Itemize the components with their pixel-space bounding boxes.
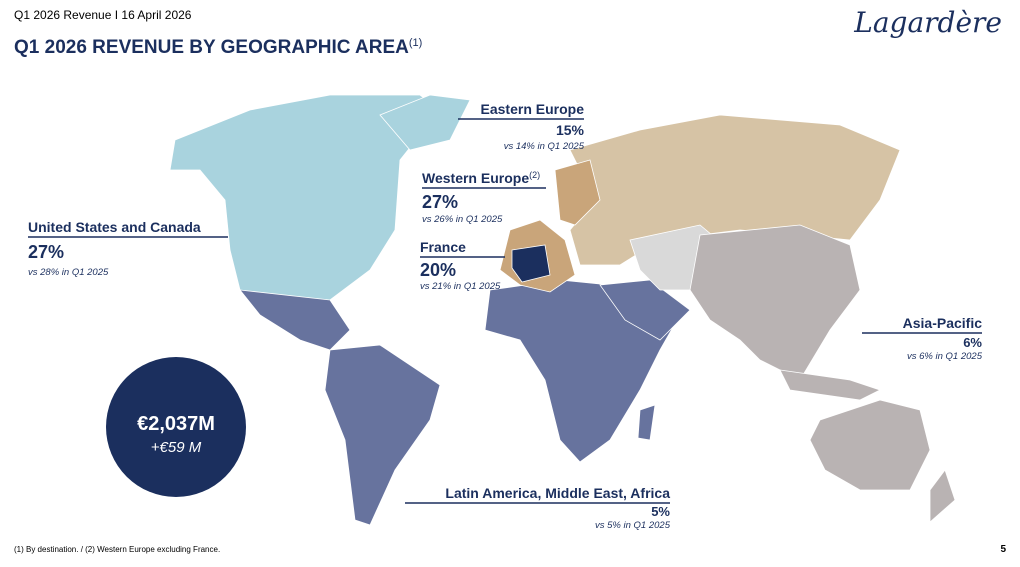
region-name: France: [420, 239, 466, 255]
region-comparison: vs 21% in Q1 2025: [420, 281, 501, 292]
greenland: [379, 94, 471, 151]
region-comparison: vs 6% in Q1 2025: [907, 351, 983, 362]
logo: Lagardère: [853, 6, 1002, 39]
scandinavia: [554, 159, 601, 226]
footnote: (1) By destination. / (2) Western Europe…: [14, 545, 220, 554]
world-map: [169, 94, 956, 526]
total-change: +€59 M: [151, 439, 202, 456]
title-note: (1): [409, 37, 422, 49]
region-comparison: vs 26% in Q1 2025: [422, 214, 503, 225]
region-share: 15%: [556, 122, 585, 138]
slide-title: Q1 2026 REVENUE BY GEOGRAPHIC AREA(1): [14, 37, 422, 58]
region-comparison: vs 14% in Q1 2025: [504, 141, 585, 152]
north-america: [169, 94, 441, 301]
region-share: 6%: [963, 335, 982, 350]
new-zealand: [929, 469, 956, 523]
asia: [689, 224, 861, 381]
france: [511, 244, 551, 283]
region-name: Asia-Pacific: [903, 315, 983, 331]
region-comparison: vs 28% in Q1 2025: [28, 267, 109, 278]
south-america: [324, 344, 441, 526]
page-number: 5: [1000, 544, 1006, 555]
region-name-text: Western Europe: [422, 170, 529, 186]
middle-east: [599, 279, 691, 341]
region-labels: United States and Canada 27% vs 28% in Q…: [28, 101, 983, 531]
central-america: [239, 289, 351, 351]
australia: [809, 399, 931, 491]
region-name: United States and Canada: [28, 219, 201, 235]
total-amount: €2,037M: [137, 413, 215, 435]
title-text: Q1 2026 REVENUE BY GEOGRAPHIC AREA: [14, 37, 409, 58]
region-share: 27%: [28, 242, 64, 262]
region-share: 5%: [651, 504, 670, 519]
region-name: Latin America, Middle East, Africa: [445, 485, 670, 501]
region-name: Western Europe(2): [422, 170, 540, 186]
indonesia: [779, 369, 882, 401]
region-share: 27%: [422, 192, 458, 212]
total-circle: [106, 357, 246, 497]
region-name-note: (2): [529, 170, 540, 180]
region-name: Eastern Europe: [481, 101, 585, 117]
madagascar: [637, 404, 656, 441]
slide-subtitle: Q1 2026 Revenue I 16 April 2026: [14, 8, 192, 22]
region-comparison: vs 5% in Q1 2025: [595, 520, 671, 531]
region-share: 20%: [420, 260, 456, 280]
